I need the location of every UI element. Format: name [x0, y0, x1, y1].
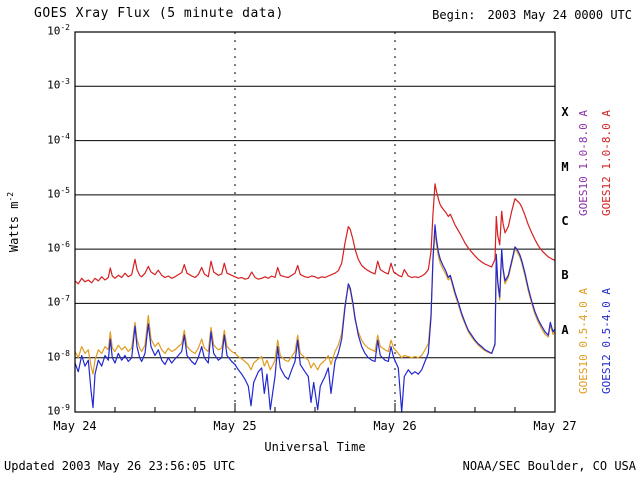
flare-class-label: A	[561, 323, 569, 337]
updated-timestamp: Updated 2003 May 26 23:56:05 UTC	[4, 459, 236, 473]
x-tick-label: May 26	[373, 419, 417, 433]
begin-value: 2003 May 24 0000 UTC	[487, 8, 633, 22]
y-tick-label: 10-3	[47, 77, 70, 92]
y-tick-label: 10-8	[47, 349, 70, 364]
legend-goes10-long: GOES10 1.0-8.0 A	[577, 110, 590, 216]
begin-timestamp: Begin: 2003 May 24 0000 UTC	[432, 8, 632, 22]
x-tick-label: May 25	[213, 419, 257, 433]
flare-class-label: C	[561, 214, 569, 228]
y-tick-label: 10-5	[47, 186, 70, 201]
flare-class-label: M	[561, 160, 569, 174]
chart-title: GOES Xray Flux (5 minute data)	[34, 6, 284, 21]
legend-goes10-short: GOES10 0.5-4.0 A	[577, 288, 590, 394]
x-axis-title: Universal Time	[264, 440, 366, 454]
source-credit: NOAA/SEC Boulder, CO USA	[462, 459, 636, 473]
y-tick-label: 10-4	[47, 132, 70, 147]
series-goes12-1.0-8.0-a	[74, 183, 556, 285]
series-goes10-0.5-4.0-a	[74, 231, 556, 375]
x-tick-label: May 24	[53, 419, 97, 433]
legend-goes12-long: GOES12 1.0-8.0 A	[600, 110, 613, 216]
y-tick-label: 10-2	[47, 23, 70, 38]
y-tick-label: 10-6	[47, 240, 70, 255]
flare-class-label: B	[561, 268, 569, 282]
legend-goes12-short: GOES12 0.5-4.0 A	[600, 288, 613, 394]
series-goes12-0.5-4.0-a	[74, 224, 556, 413]
y-tick-label: 10-9	[47, 403, 70, 418]
y-tick-label: 10-7	[47, 294, 70, 309]
flare-class-label: X	[561, 105, 569, 119]
begin-label: Begin:	[432, 8, 476, 22]
x-tick-label: May 27	[533, 419, 577, 433]
